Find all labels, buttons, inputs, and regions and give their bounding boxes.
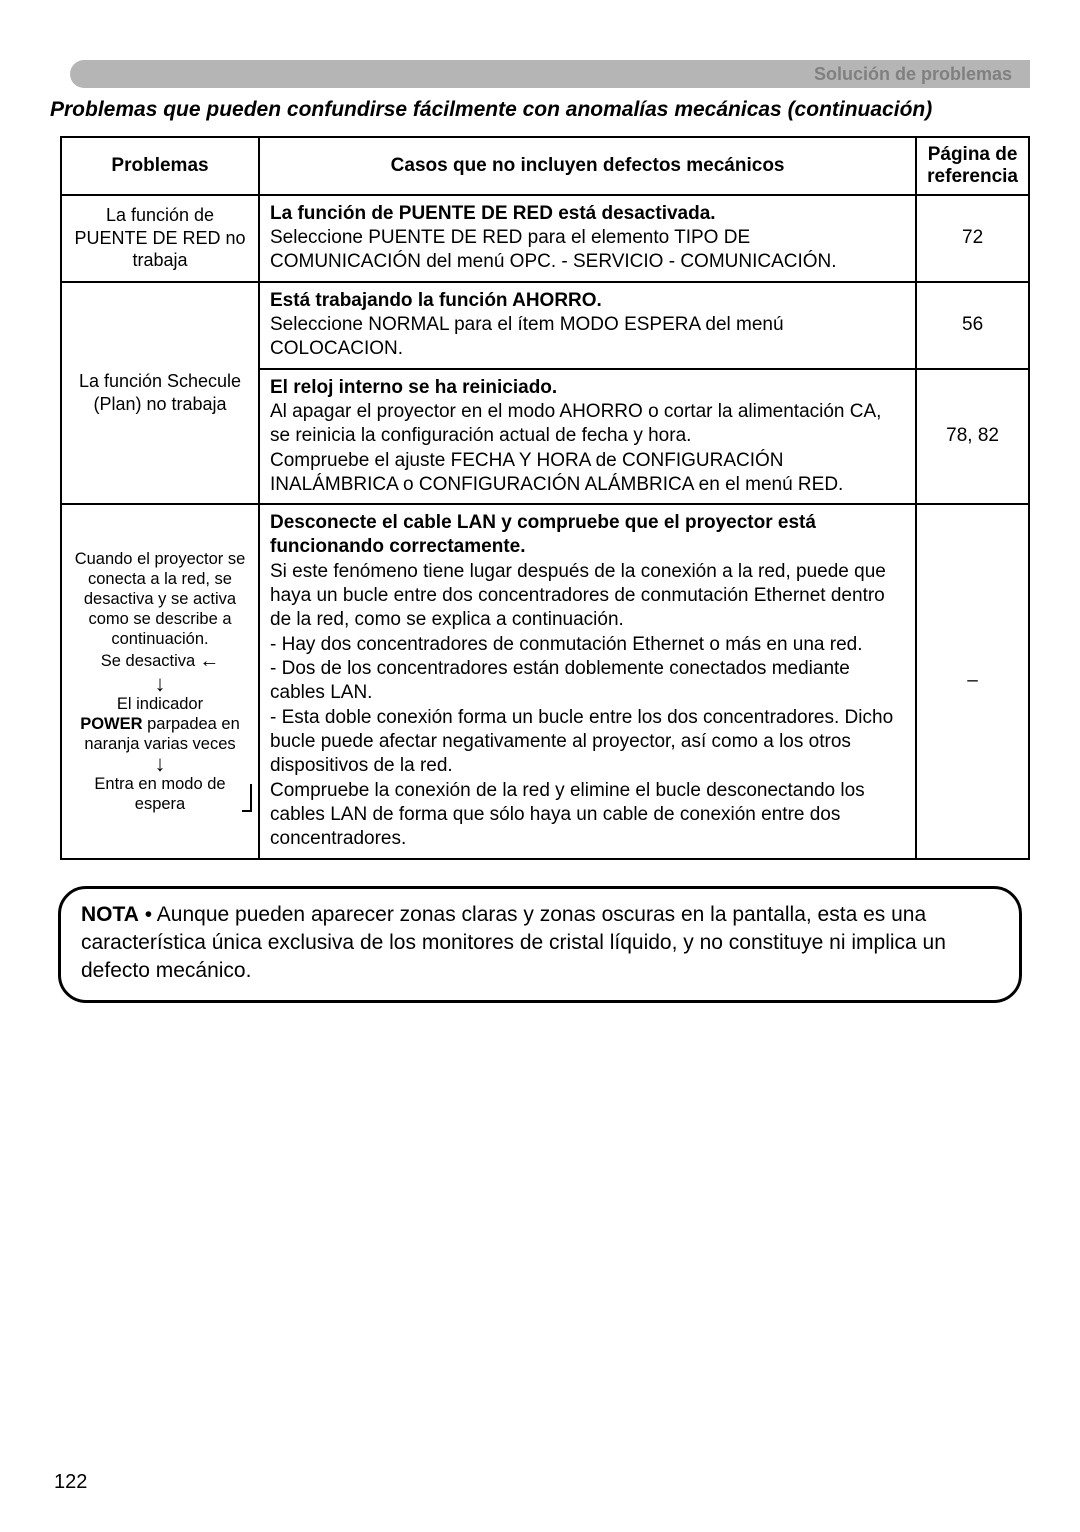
row3-case-bold: Desconecte el cable LAN y compruebe que … [270, 512, 816, 557]
row2-case-b: El reloj interno se ha reiniciado. Al ap… [259, 369, 916, 505]
row2-case-a-rest: Seleccione NORMAL para el ítem MODO ESPE… [270, 314, 784, 359]
row3-problem: Cuando el proyector se conecta a la red,… [61, 504, 259, 858]
row3-case: Desconecte el cable LAN y compruebe que … [259, 504, 916, 858]
arrow-left-icon: ← [199, 649, 219, 673]
row3-flow-step1: Se desactiva [101, 651, 195, 671]
row1-case-bold: La función de PUENTE DE RED está desacti… [270, 203, 716, 224]
row1-problem: La función de PUENTE DE RED no trabaja [61, 195, 259, 282]
row2-case-b-rest: Al apagar el proyector en el modo AHORRO… [270, 401, 881, 495]
row2-case-b-bold: El reloj interno se ha reiniciado. [270, 377, 557, 398]
row1-case: La función de PUENTE DE RED está desacti… [259, 195, 916, 282]
row3-flow-step2-pre: El indicador [117, 695, 203, 713]
note-text: • Aunque pueden aparecer zonas claras y … [81, 903, 946, 983]
row3-flow-step2-bold: POWER [80, 715, 142, 733]
section-header-bar: Solución de problemas [70, 60, 1030, 88]
row1-case-rest: Seleccione PUENTE DE RED para el element… [270, 227, 837, 272]
row3-problem-intro: Cuando el proyector se conecta a la red,… [75, 550, 246, 649]
row3-flow-step3: Entra en modo de espera [72, 774, 248, 814]
page-subtitle: Problemas que pueden confundirse fácilme… [50, 98, 1030, 122]
col-header-problems: Problemas [61, 137, 259, 195]
arrow-down-icon-2: ↓ [72, 754, 248, 774]
page-number: 122 [54, 1471, 87, 1494]
note-box: NOTA • Aunque pueden aparecer zonas clar… [58, 886, 1022, 1003]
arrow-down-icon: ↓ [72, 674, 248, 694]
row2-case-a-bold: Está trabajando la función AHORRO. [270, 290, 602, 311]
row2-problem: La función Schecule (Plan) no trabaja [61, 282, 259, 505]
row1-page: 72 [916, 195, 1029, 282]
row3-case-rest: Si este fenómeno tiene lugar después de … [270, 561, 893, 849]
arrow-corner-icon [242, 784, 252, 812]
row2-case-a: Está trabajando la función AHORRO. Selec… [259, 282, 916, 369]
row2-page-a: 56 [916, 282, 1029, 369]
col-header-cases: Casos que no incluyen defectos mecánicos [259, 137, 916, 195]
troubleshooting-table: Problemas Casos que no incluyen defectos… [60, 136, 1030, 860]
col-header-reference: Página de referencia [916, 137, 1029, 195]
section-header-label: Solución de problemas [814, 64, 1012, 85]
row3-page: – [916, 504, 1029, 858]
row2-page-b: 78, 82 [916, 369, 1029, 505]
note-label: NOTA [81, 903, 139, 926]
